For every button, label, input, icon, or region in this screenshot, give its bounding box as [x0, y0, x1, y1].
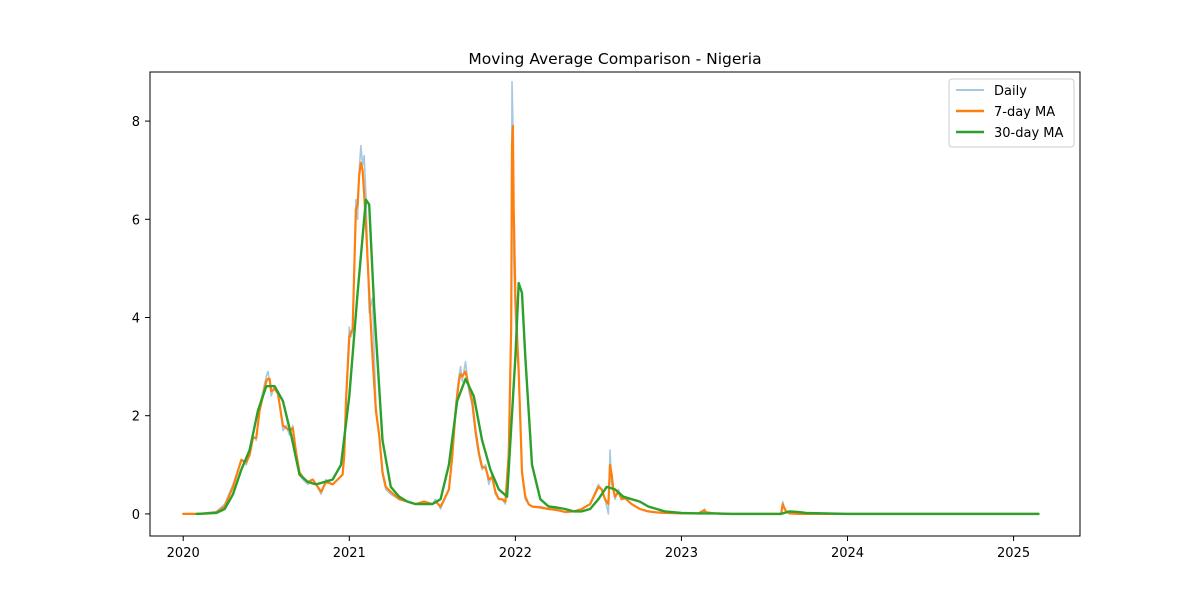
- legend-frame: [948, 78, 1075, 148]
- x-tick-label: 2020: [167, 546, 200, 561]
- chart-title: Moving Average Comparison - Nigeria: [468, 50, 761, 68]
- series-layer: [182, 81, 1040, 516]
- x-tick-label: 2023: [665, 546, 698, 561]
- x-tick-label: 2025: [997, 546, 1030, 561]
- series-line-7-day-ma: [182, 124, 1040, 515]
- legend-label-7day: 7-day MA: [994, 105, 1055, 120]
- legend-label-30day: 30-day MA: [994, 126, 1063, 141]
- y-tick-label: 2: [132, 410, 140, 425]
- y-tick-label: 4: [132, 312, 140, 327]
- x-tick-label: 2024: [831, 546, 864, 561]
- y-tick-label: 8: [132, 115, 140, 130]
- legend: Daily 7-day MA 30-day MA: [948, 78, 1075, 148]
- plot-frame: [149, 71, 1081, 537]
- x-axis: 2020 2021 2022 2023 2024 2025: [167, 536, 1030, 561]
- x-tick-label: 2021: [333, 546, 366, 561]
- legend-label-daily: Daily: [994, 84, 1027, 99]
- y-tick-label: 0: [132, 508, 140, 523]
- series-line-30-day-ma: [195, 198, 1040, 516]
- y-axis: 0 2 4 6 8: [132, 115, 150, 523]
- y-tick-label: 6: [132, 213, 140, 228]
- x-tick-label: 2022: [499, 546, 532, 561]
